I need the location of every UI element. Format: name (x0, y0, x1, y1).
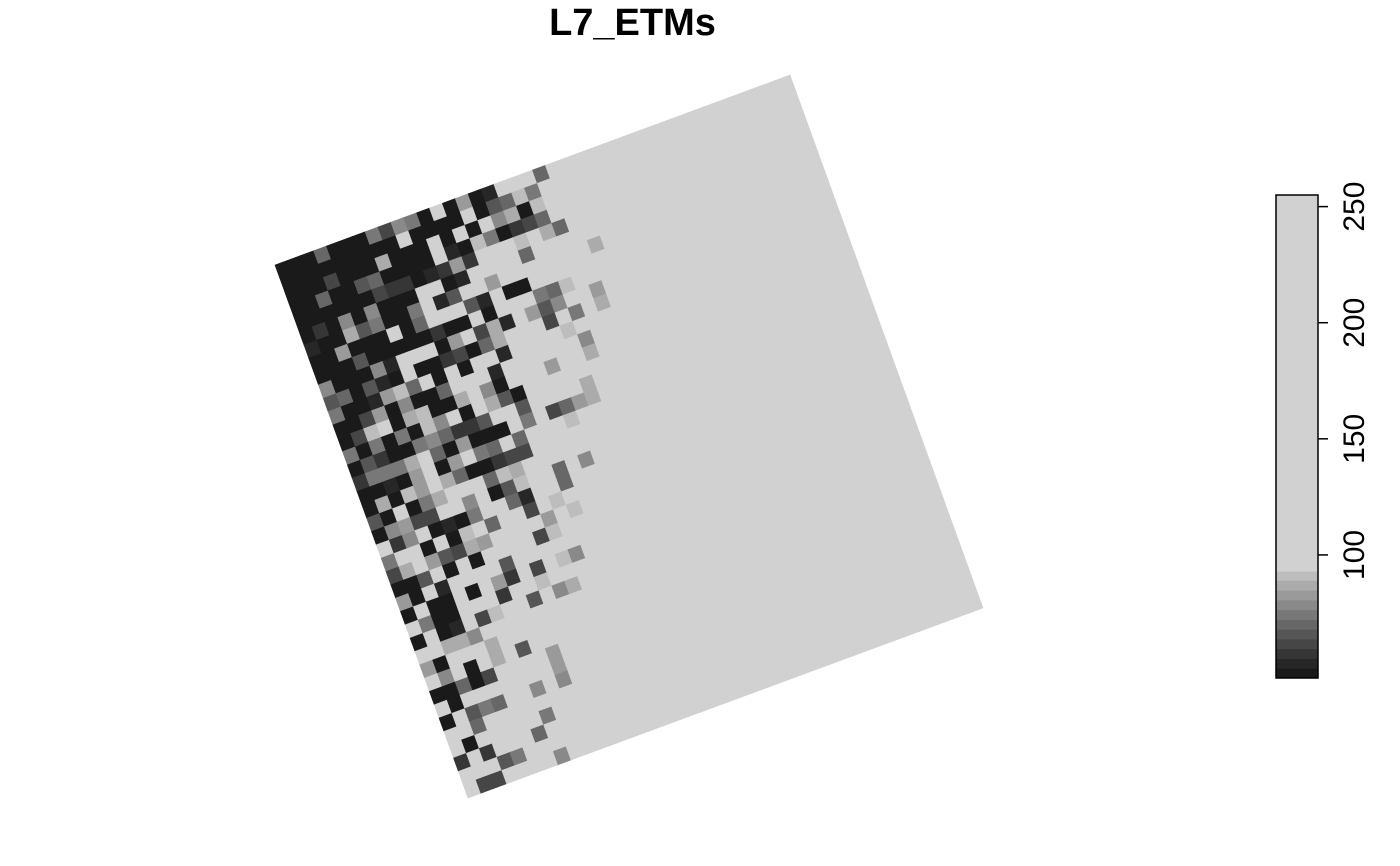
legend-bin (1276, 638, 1318, 650)
legend-bin (1276, 648, 1318, 659)
raster-cell (964, 594, 984, 614)
legend-bin (1276, 629, 1318, 640)
legend-bin (1276, 195, 1318, 572)
legend-bin (1276, 609, 1318, 620)
legend-bin (1276, 599, 1318, 611)
raster-cells (274, 74, 984, 799)
chart-title: L7_ETMs (549, 2, 716, 44)
legend-tick-label: 150 (1338, 414, 1371, 464)
legend-ticks: 100 150 200 250 (1318, 182, 1371, 580)
legend-bin (1276, 619, 1318, 630)
legend-bin (1276, 590, 1318, 601)
legend-frame (1275, 194, 1319, 679)
legend-tick-label: 250 (1338, 182, 1371, 232)
legend-bin (1276, 571, 1318, 581)
raster-plot (274, 74, 984, 799)
legend-bin (1276, 658, 1318, 669)
legend-color-bins (1276, 195, 1318, 679)
legend-tick-label: 100 (1338, 530, 1371, 580)
legend-bin (1276, 580, 1318, 591)
legend-bin (1276, 668, 1318, 679)
legend-tick-label: 200 (1338, 298, 1371, 348)
